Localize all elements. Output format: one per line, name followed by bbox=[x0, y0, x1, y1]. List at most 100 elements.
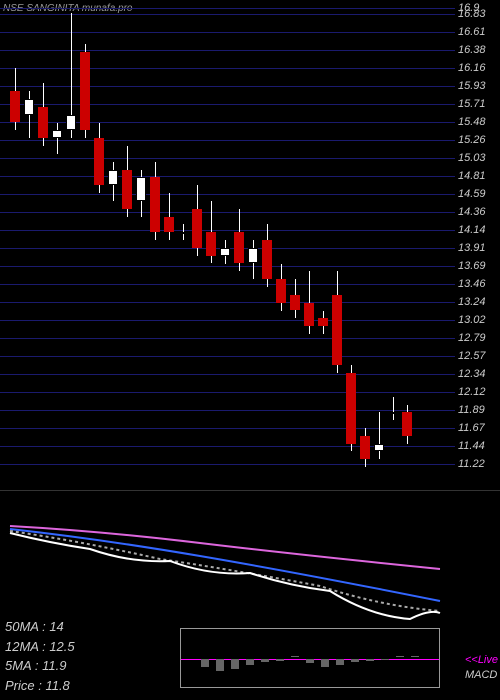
price-tick-label: 16.16 bbox=[458, 62, 498, 74]
candle-body bbox=[52, 130, 62, 138]
grid-line bbox=[0, 86, 455, 87]
macd-box bbox=[180, 628, 440, 688]
ma5-label: 5MA : 11.9 bbox=[5, 656, 75, 676]
ma-labels: 50MA : 14 12MA : 12.5 5MA : 11.9 Price :… bbox=[5, 617, 75, 695]
grid-line bbox=[0, 194, 455, 195]
candle-body bbox=[94, 138, 104, 185]
price-tick-label: 12.79 bbox=[458, 332, 498, 344]
grid-line bbox=[0, 356, 455, 357]
price-tick-label: 14.59 bbox=[458, 188, 498, 200]
macd-bar bbox=[366, 659, 374, 661]
candle-body bbox=[290, 295, 300, 311]
grid-line bbox=[0, 320, 455, 321]
candle-body bbox=[122, 170, 132, 209]
macd-live-text: <<Live bbox=[465, 654, 498, 666]
grid-line bbox=[0, 428, 455, 429]
candle-body bbox=[108, 170, 118, 186]
candle-body bbox=[248, 248, 258, 264]
candle-wick bbox=[379, 412, 380, 459]
price-tick-label: 14.36 bbox=[458, 206, 498, 218]
price-tick-label: 14.14 bbox=[458, 224, 498, 236]
ma-curve bbox=[10, 531, 440, 611]
macd-label: <<Live MACD bbox=[465, 653, 498, 682]
candle-body bbox=[136, 177, 146, 201]
candle-body bbox=[234, 232, 244, 263]
candle-body bbox=[332, 295, 342, 366]
macd-bar bbox=[231, 659, 239, 669]
candle-body bbox=[206, 232, 216, 256]
candle-body bbox=[80, 52, 90, 130]
price-tick-label: 11.67 bbox=[458, 422, 498, 434]
price-tick-label: 12.12 bbox=[458, 386, 498, 398]
candle-body bbox=[374, 444, 384, 452]
macd-bar bbox=[396, 656, 404, 657]
macd-bar bbox=[411, 656, 419, 657]
candle-body bbox=[276, 279, 286, 303]
candle-body bbox=[178, 232, 188, 234]
price-tick-label: 11.44 bbox=[458, 440, 498, 452]
price-tick-label: 13.91 bbox=[458, 242, 498, 254]
grid-line bbox=[0, 374, 455, 375]
macd-bar bbox=[291, 656, 299, 657]
candle-body bbox=[66, 115, 76, 131]
indicator-panel: 50MA : 14 12MA : 12.5 5MA : 11.9 Price :… bbox=[0, 490, 500, 700]
candle-body bbox=[346, 373, 356, 444]
price-tick-label: 12.34 bbox=[458, 368, 498, 380]
candle-body bbox=[360, 436, 370, 460]
candle-body bbox=[10, 91, 20, 122]
candle-body bbox=[402, 412, 412, 436]
price-tick-label: 13.02 bbox=[458, 314, 498, 326]
price-tick-label: 16.38 bbox=[458, 44, 498, 56]
ma-curve bbox=[10, 529, 440, 601]
candle-wick bbox=[57, 123, 58, 154]
grid-line bbox=[0, 140, 455, 141]
candle-body bbox=[262, 240, 272, 279]
macd-bar bbox=[351, 659, 359, 662]
price-tick-label: 11.22 bbox=[458, 458, 498, 470]
price-tick-label: 15.03 bbox=[458, 152, 498, 164]
grid-line bbox=[0, 50, 455, 51]
price-tick-label: 15.48 bbox=[458, 116, 498, 128]
candle-body bbox=[304, 303, 314, 327]
price-tick-label: 14.81 bbox=[458, 170, 498, 182]
price-tick-label: 13.24 bbox=[458, 296, 498, 308]
macd-bar bbox=[381, 659, 389, 660]
candle-body bbox=[192, 209, 202, 248]
macd-bar bbox=[276, 659, 284, 661]
grid-line bbox=[0, 266, 455, 267]
price-tick-label: 13.46 bbox=[458, 278, 498, 290]
grid-line bbox=[0, 104, 455, 105]
price-tick-label: 15.26 bbox=[458, 134, 498, 146]
grid-line bbox=[0, 410, 455, 411]
price-label: Price : 11.8 bbox=[5, 676, 75, 696]
candle-body bbox=[150, 177, 160, 232]
candle-body bbox=[164, 217, 174, 233]
ma-curves bbox=[0, 491, 500, 641]
macd-bar bbox=[321, 659, 329, 667]
price-tick-label: 11.89 bbox=[458, 404, 498, 416]
candlestick-chart: NSE SANGINITA munafa.pro 16.916.8316.611… bbox=[0, 0, 500, 490]
macd-bar bbox=[261, 659, 269, 662]
ma12-label: 12MA : 12.5 bbox=[5, 637, 75, 657]
price-tick-label: 16.83 bbox=[458, 8, 498, 20]
ma50-label: 50MA : 14 bbox=[5, 617, 75, 637]
grid-line bbox=[0, 32, 455, 33]
candle-body bbox=[24, 99, 34, 115]
grid-line bbox=[0, 302, 455, 303]
price-tick-label: 13.69 bbox=[458, 260, 498, 272]
price-tick-label: 12.57 bbox=[458, 350, 498, 362]
price-tick-label: 16.61 bbox=[458, 26, 498, 38]
candle-body bbox=[388, 412, 398, 414]
macd-bar bbox=[306, 659, 314, 663]
grid-line bbox=[0, 392, 455, 393]
grid-line bbox=[0, 284, 455, 285]
macd-bar bbox=[216, 659, 224, 671]
candle-wick bbox=[393, 397, 394, 421]
grid-line bbox=[0, 14, 455, 15]
grid-line bbox=[0, 212, 455, 213]
grid-line bbox=[0, 446, 455, 447]
price-tick-label: 15.71 bbox=[458, 98, 498, 110]
grid-line bbox=[0, 8, 455, 9]
macd-bar bbox=[246, 659, 254, 665]
grid-line bbox=[0, 338, 455, 339]
